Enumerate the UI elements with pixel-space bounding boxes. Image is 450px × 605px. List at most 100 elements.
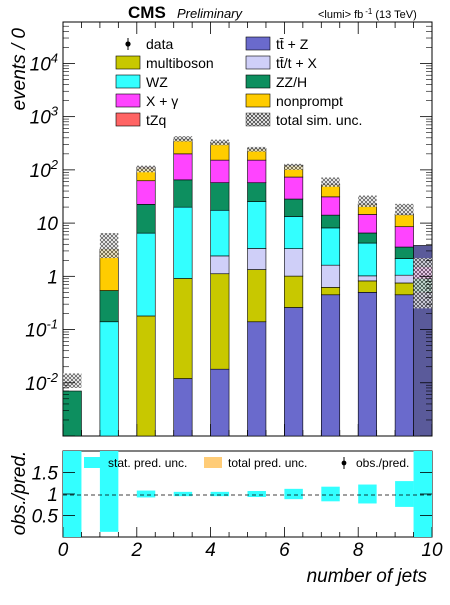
bar-multiboson-2 <box>137 316 155 436</box>
ratio-y-tick-label: 1 <box>47 485 58 506</box>
legend-label-total_unc: total sim. unc. <box>276 112 362 128</box>
total-unc-band-10 <box>414 258 432 308</box>
bar-ttZ-3 <box>174 379 192 436</box>
bar-WZ-3 <box>174 207 192 278</box>
lumi-label: <lumi> fb-1(13 TeV) <box>318 7 417 21</box>
ratio-legend-label-total_unc: total pred. unc. <box>228 456 307 470</box>
ratio-axes: 0.511.5 0 2 4 6 8 10 <box>32 464 443 562</box>
ratio-y-tick-label: 1.5 <box>32 464 59 485</box>
y-tick-label: 104 <box>30 50 58 75</box>
ratio-y-axis-label: obs./pred. <box>9 451 30 536</box>
total-unc-band-1 <box>100 233 118 258</box>
legend-swatch-X_gamma <box>116 94 140 107</box>
x-tick-label: 4 <box>205 540 216 561</box>
lumi-exponent: -1 <box>365 7 373 16</box>
lumi-text: <lumi> fb <box>318 9 363 21</box>
legend-swatch-ttX <box>246 56 270 69</box>
stat-unc-band-5 <box>248 491 266 497</box>
legend-label-nonprompt: nonprompt <box>276 93 343 109</box>
bar-ZZH-5 <box>248 183 266 202</box>
bar-ttZ-8 <box>358 292 376 436</box>
ratio-legend-swatch-total_unc <box>204 457 222 468</box>
bar-ttZ-7 <box>321 295 339 436</box>
bar-ttZ-4 <box>211 369 229 436</box>
legend-swatch-nonprompt <box>246 94 270 107</box>
bar-multiboson-5 <box>248 270 266 322</box>
cms-label: CMS <box>128 3 166 22</box>
stat-unc-band-7 <box>321 487 339 502</box>
legend-label-X_gamma: X + γ <box>146 93 178 109</box>
bar-X_gamma-4 <box>211 160 229 183</box>
bar-WZ-2 <box>137 233 155 316</box>
legend-label-ZZH: ZZ/H <box>276 74 307 90</box>
bar-ZZH-8 <box>358 233 376 243</box>
legend-swatch-WZ <box>116 75 140 88</box>
bar-ttX-7 <box>321 265 339 287</box>
bar-multiboson-7 <box>321 287 339 294</box>
bar-ZZH-1 <box>100 291 118 322</box>
bar-ZZH-0 <box>63 391 81 436</box>
ratio-legend-marker <box>342 461 347 466</box>
bar-nonprompt-4 <box>211 143 229 160</box>
bar-ttZ-9 <box>395 295 413 436</box>
bar-ttX-9 <box>395 275 413 283</box>
bar-WZ-7 <box>321 228 339 265</box>
bar-X_gamma-8 <box>358 214 376 233</box>
stat-unc-band-9 <box>395 481 413 507</box>
total-unc-band-5 <box>248 147 266 152</box>
legend-label-WZ: WZ <box>146 74 168 90</box>
bar-ttX-6 <box>284 249 302 276</box>
bar-X_gamma-2 <box>137 181 155 205</box>
legend-swatch-multiboson <box>116 56 140 69</box>
x-tick-label: 10 <box>421 540 443 561</box>
x-tick-label: 0 <box>58 540 69 561</box>
bar-ZZH-4 <box>211 183 229 211</box>
bar-WZ-8 <box>358 243 376 276</box>
ratio-legend: stat. pred. unc.total pred. unc.obs./pre… <box>84 456 409 470</box>
bar-ZZH-3 <box>174 180 192 207</box>
total-unc-band-8 <box>358 195 376 207</box>
y-tick-label: 103 <box>30 104 59 129</box>
ratio-legend-label-data: obs./pred. <box>356 456 409 470</box>
bar-multiboson-9 <box>395 283 413 295</box>
bar-multiboson-3 <box>174 278 192 378</box>
lumi-energy: (13 TeV) <box>375 9 416 21</box>
stat-unc-band-2 <box>137 491 155 498</box>
legend-swatch-ttZ <box>246 37 270 50</box>
legend-label-multiboson: multiboson <box>146 55 214 71</box>
ratio-legend-swatch-stat_unc <box>84 457 102 468</box>
y-tick-label: 10-2 <box>25 370 58 395</box>
preliminary-label: Preliminary <box>177 6 244 21</box>
x-tick-label: 8 <box>353 540 364 561</box>
bar-nonprompt-3 <box>174 140 192 154</box>
stat-unc-band-3 <box>174 492 192 496</box>
bar-ZZH-2 <box>137 204 155 233</box>
y-tick-label: 10 <box>37 214 59 235</box>
main-y-axis-label: events / 0 <box>9 28 30 111</box>
y-tick-label: 1 <box>47 267 58 288</box>
bar-ZZH-7 <box>321 215 339 228</box>
legend-label-data: data <box>146 36 173 52</box>
bar-WZ-9 <box>395 259 413 276</box>
bar-ZZH-6 <box>284 199 302 216</box>
total-unc-band-3 <box>174 136 192 141</box>
stat-unc-band-6 <box>284 489 302 499</box>
bar-nonprompt-9 <box>395 214 413 226</box>
x-tick-label: 6 <box>279 540 290 561</box>
legend-swatch-ZZH <box>246 75 270 88</box>
bar-WZ-1 <box>100 322 118 436</box>
bar-ttX-8 <box>358 276 376 281</box>
legend-hatch-swatch <box>246 113 270 126</box>
legend-label-tZq: tZq <box>146 112 166 128</box>
bar-X_gamma-7 <box>321 197 339 215</box>
total-unc-band-4 <box>211 140 229 146</box>
bar-ttZ-6 <box>284 307 302 436</box>
bar-X_gamma-6 <box>284 177 302 199</box>
stacked-bars <box>63 139 432 436</box>
ratio-y-tick-label: 0.5 <box>32 507 59 528</box>
x-tick-label: 2 <box>131 540 143 561</box>
total-unc-band-2 <box>137 166 155 173</box>
